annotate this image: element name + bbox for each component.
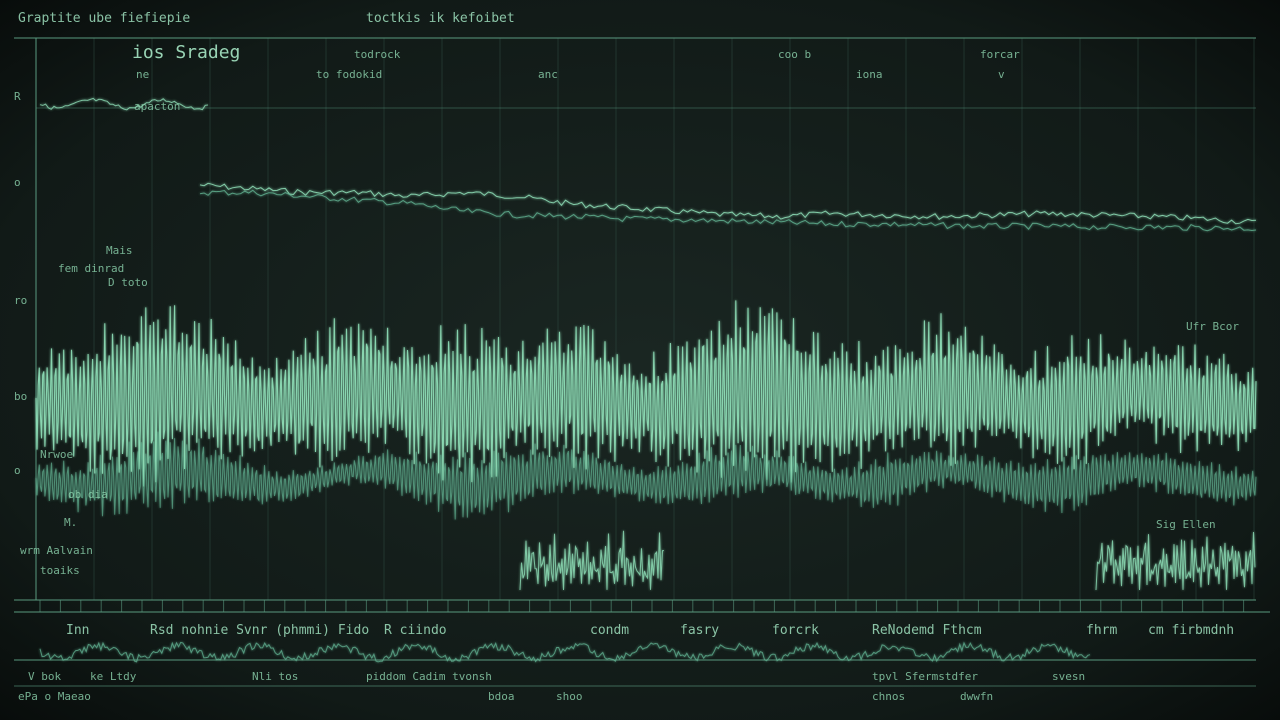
panel-title: ios Sradeg: [132, 42, 240, 63]
label-t1: todrock: [354, 48, 401, 61]
bottom-label: dwwfn: [960, 690, 993, 703]
trend-trace: [199, 189, 1257, 232]
burst-trace: [1095, 531, 1256, 591]
bottom-label: R ciindo: [384, 623, 447, 638]
bottom-label: ePa o Maeao: [18, 690, 91, 703]
waveform-trace: [35, 300, 1257, 487]
strip-trace: [39, 641, 1091, 663]
row-label-1: apacton: [134, 100, 180, 113]
right-label-2: Sig Ellen: [1156, 518, 1216, 531]
left-axis-labels: Ro ro bo o: [14, 90, 27, 477]
row-label-4b: toaiks: [40, 564, 80, 577]
bottom-label: Nli tos: [252, 670, 298, 683]
trend-trace: [199, 182, 1257, 225]
header-trace: [39, 97, 209, 111]
grid: [35, 38, 1255, 600]
row-label-3c: M.: [64, 516, 77, 529]
label-t4: forcar: [980, 48, 1020, 61]
axis-label: o: [14, 176, 21, 189]
row-label-2c: D toto: [108, 276, 148, 289]
bottom-row-c: ePa o Maeao bdoa shoo chnos dwwfn: [18, 690, 993, 703]
axis-label: ro: [14, 294, 27, 307]
bottom-label: V bok: [28, 670, 61, 683]
row-label-4: wrm Aalvain: [20, 544, 93, 557]
bottom-label: bdoa: [488, 690, 515, 703]
label-t3b: iona: [856, 68, 883, 81]
row-label-2: Mais: [106, 244, 133, 257]
bottom-label: Inn: [66, 623, 89, 638]
label-t3: coo b: [778, 48, 811, 61]
waveform-trace: [35, 431, 1257, 520]
traces: [35, 97, 1257, 663]
bottom-label: Rsd nohnie Svnr (phmmi) Fido: [150, 623, 369, 638]
row-label-2b: fem dinrad: [58, 262, 124, 275]
row-label-3b: ob dia: [68, 488, 108, 501]
bottom-label: cm firbmdnh: [1148, 623, 1234, 638]
bottom-label: ke Ltdy: [90, 670, 137, 683]
axis-label: o: [14, 464, 21, 477]
bottom-label: chnos: [872, 690, 905, 703]
bottom-label: forcrk: [772, 623, 819, 638]
baseline-ticks: [39, 600, 1245, 612]
bottom-label: ReNodemd Fthcm: [872, 623, 982, 638]
right-label-1: Ufr Bcor: [1186, 320, 1239, 333]
header-center: toctkis ik kefoibet: [366, 11, 515, 26]
bottom-label: fhrm: [1086, 623, 1117, 638]
bottom-row-a: Inn Rsd nohnie Svnr (phmmi) Fido R ciindo c…: [66, 623, 1234, 638]
axis-label: bo: [14, 390, 27, 403]
row-label-3: Nrwoe: [40, 448, 73, 461]
burst-trace: [519, 530, 664, 591]
label-t1b: to fodokid: [316, 68, 382, 81]
bottom-label: piddom Cadim tvonsh: [366, 670, 492, 683]
bottom-label: tpvl Sfermstdfer: [872, 670, 978, 683]
label-t2: anc: [538, 68, 558, 81]
bottom-label: shoo: [556, 690, 583, 703]
bottom-row-b: V bok ke Ltdy Nli tos piddom Cadim tvonsh tp…: [28, 670, 1085, 683]
bottom-label: fasry: [680, 623, 719, 638]
bottom-label: condm: [590, 623, 629, 638]
label-left-a: ne: [136, 68, 149, 81]
axis-label: R: [14, 90, 21, 103]
header-left: Graptite ube fiefiepie: [18, 11, 190, 26]
bottom-label: svesn: [1052, 670, 1085, 683]
label-t4b: v: [998, 68, 1005, 81]
